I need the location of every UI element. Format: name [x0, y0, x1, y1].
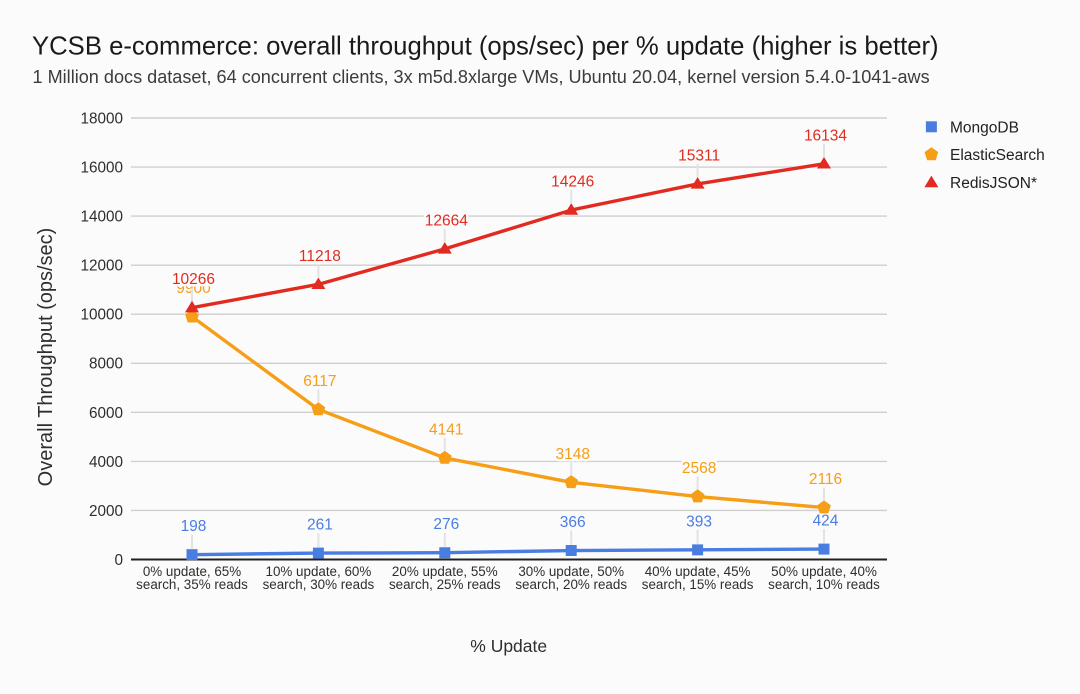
svg-text:424: 424 — [813, 513, 839, 530]
svg-text:1 Million docs dataset, 64 con: 1 Million docs dataset, 64 concurrent cl… — [33, 67, 930, 87]
svg-text:YCSB e-commerce: overall throu: YCSB e-commerce: overall throughput (ops… — [32, 33, 939, 61]
svg-text:3148: 3148 — [555, 446, 589, 463]
svg-text:198: 198 — [181, 518, 207, 535]
svg-text:ElasticSearch: ElasticSearch — [950, 147, 1045, 164]
svg-text:2116: 2116 — [809, 471, 842, 488]
svg-text:261: 261 — [307, 517, 333, 534]
svg-text:18000: 18000 — [80, 110, 123, 127]
svg-text:RedisJSON*: RedisJSON* — [950, 175, 1037, 192]
svg-text:4141: 4141 — [429, 421, 463, 438]
svg-text:14000: 14000 — [80, 209, 123, 226]
svg-text:12000: 12000 — [80, 258, 123, 275]
svg-text:10266: 10266 — [172, 271, 215, 288]
svg-text:40% update, 45%: 40% update, 45% — [645, 564, 751, 579]
svg-text:search, 15% reads: search, 15% reads — [642, 577, 754, 592]
svg-text:50% update, 40%: 50% update, 40% — [771, 564, 877, 579]
svg-text:276: 276 — [433, 516, 459, 533]
svg-text:2568: 2568 — [682, 460, 716, 477]
svg-text:16000: 16000 — [80, 159, 123, 176]
svg-text:366: 366 — [560, 514, 586, 531]
svg-text:20% update, 55%: 20% update, 55% — [392, 564, 498, 579]
svg-text:MongoDB: MongoDB — [950, 119, 1019, 136]
svg-text:10% update, 60%: 10% update, 60% — [266, 564, 372, 579]
svg-text:14246: 14246 — [551, 174, 594, 191]
svg-text:0: 0 — [114, 552, 123, 569]
svg-text:6117: 6117 — [303, 373, 336, 390]
svg-text:16134: 16134 — [804, 127, 847, 144]
svg-text:0% update, 65%: 0% update, 65% — [143, 564, 241, 579]
svg-text:9900: 9900 — [176, 280, 211, 297]
svg-text:2000: 2000 — [89, 503, 123, 520]
svg-text:search, 10% reads: search, 10% reads — [768, 577, 880, 592]
svg-text:393: 393 — [686, 513, 712, 530]
svg-text:10000: 10000 — [80, 307, 123, 324]
svg-text:Overall Throughput (ops/sec): Overall Throughput (ops/sec) — [35, 228, 57, 487]
svg-text:search, 25% reads: search, 25% reads — [389, 577, 501, 592]
svg-text:4000: 4000 — [89, 454, 123, 471]
svg-text:6000: 6000 — [89, 405, 123, 422]
svg-text:search, 35% reads: search, 35% reads — [136, 577, 248, 592]
svg-text:search, 20% reads: search, 20% reads — [515, 577, 627, 592]
svg-text:12664: 12664 — [425, 212, 468, 229]
svg-text:11218: 11218 — [299, 248, 341, 265]
svg-text:15311: 15311 — [678, 147, 720, 164]
svg-text:30% update, 50%: 30% update, 50% — [518, 564, 624, 579]
svg-text:% Update: % Update — [470, 636, 547, 656]
svg-text:search, 30% reads: search, 30% reads — [263, 577, 375, 592]
svg-text:8000: 8000 — [89, 356, 123, 373]
